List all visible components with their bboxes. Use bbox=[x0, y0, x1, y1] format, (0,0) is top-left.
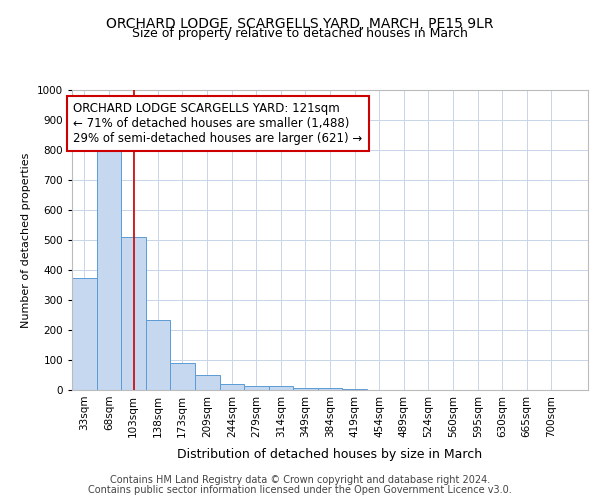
Y-axis label: Number of detached properties: Number of detached properties bbox=[21, 152, 31, 328]
Bar bbox=[293, 388, 318, 390]
X-axis label: Distribution of detached houses by size in March: Distribution of detached houses by size … bbox=[178, 448, 482, 461]
Bar bbox=[220, 384, 244, 390]
Text: Contains HM Land Registry data © Crown copyright and database right 2024.: Contains HM Land Registry data © Crown c… bbox=[110, 475, 490, 485]
Bar bbox=[244, 386, 269, 390]
Text: ORCHARD LODGE, SCARGELLS YARD, MARCH, PE15 9LR: ORCHARD LODGE, SCARGELLS YARD, MARCH, PE… bbox=[106, 18, 494, 32]
Bar bbox=[146, 320, 170, 390]
Bar bbox=[342, 388, 367, 390]
Bar bbox=[121, 237, 146, 390]
Bar bbox=[269, 386, 293, 390]
Text: Contains public sector information licensed under the Open Government Licence v3: Contains public sector information licen… bbox=[88, 485, 512, 495]
Text: Size of property relative to detached houses in March: Size of property relative to detached ho… bbox=[132, 28, 468, 40]
Bar bbox=[170, 363, 194, 390]
Bar bbox=[195, 375, 220, 390]
Bar bbox=[72, 278, 97, 390]
Text: ORCHARD LODGE SCARGELLS YARD: 121sqm
← 71% of detached houses are smaller (1,488: ORCHARD LODGE SCARGELLS YARD: 121sqm ← 7… bbox=[73, 102, 362, 145]
Bar bbox=[97, 144, 121, 390]
Bar bbox=[318, 388, 342, 390]
